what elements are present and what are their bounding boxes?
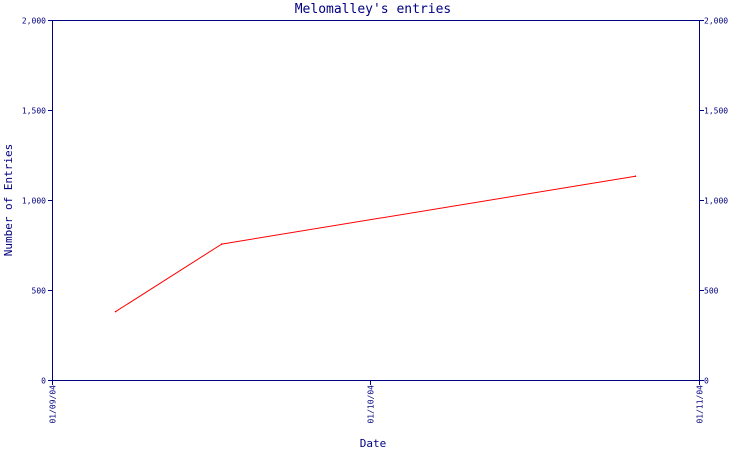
y-axis-left: 0 500 1,000 1,500 2,000: [22, 17, 53, 386]
chart-title: Melomalley's entries: [295, 2, 452, 17]
y-axis-right: 0 500 1,000 1,500 2,000: [699, 17, 728, 386]
y-tick-label-left: 0: [41, 377, 46, 386]
data-point: [220, 243, 223, 245]
x-axis-label: Date: [360, 437, 387, 450]
series-group: [114, 175, 637, 313]
y-tick-label-right: 1,000: [704, 197, 728, 206]
y-tick-label-right: 1,500: [704, 107, 728, 116]
y-tick-label-right: 0: [704, 377, 709, 386]
x-tick-label: 01/10/04: [367, 385, 376, 424]
y-tick-label-left: 2,000: [22, 17, 46, 26]
y-axis-label: Number of Entries: [2, 144, 15, 257]
data-point: [634, 175, 637, 177]
y-tick-label-left: 1,000: [22, 197, 46, 206]
y-tick-label-left: 1,500: [22, 107, 46, 116]
data-point: [114, 310, 117, 313]
y-tick-label-right: 2,000: [704, 17, 728, 26]
series-line: [115, 175, 636, 313]
x-axis: 01/09/04 01/10/04 01/11/04: [49, 380, 705, 424]
x-tick-label: 01/11/04: [696, 385, 705, 424]
y-tick-label-right: 500: [704, 287, 719, 296]
y-tick-label-left: 500: [32, 287, 47, 296]
x-tick-label: 01/09/04: [49, 385, 58, 424]
plot-area-frame: [52, 20, 700, 381]
